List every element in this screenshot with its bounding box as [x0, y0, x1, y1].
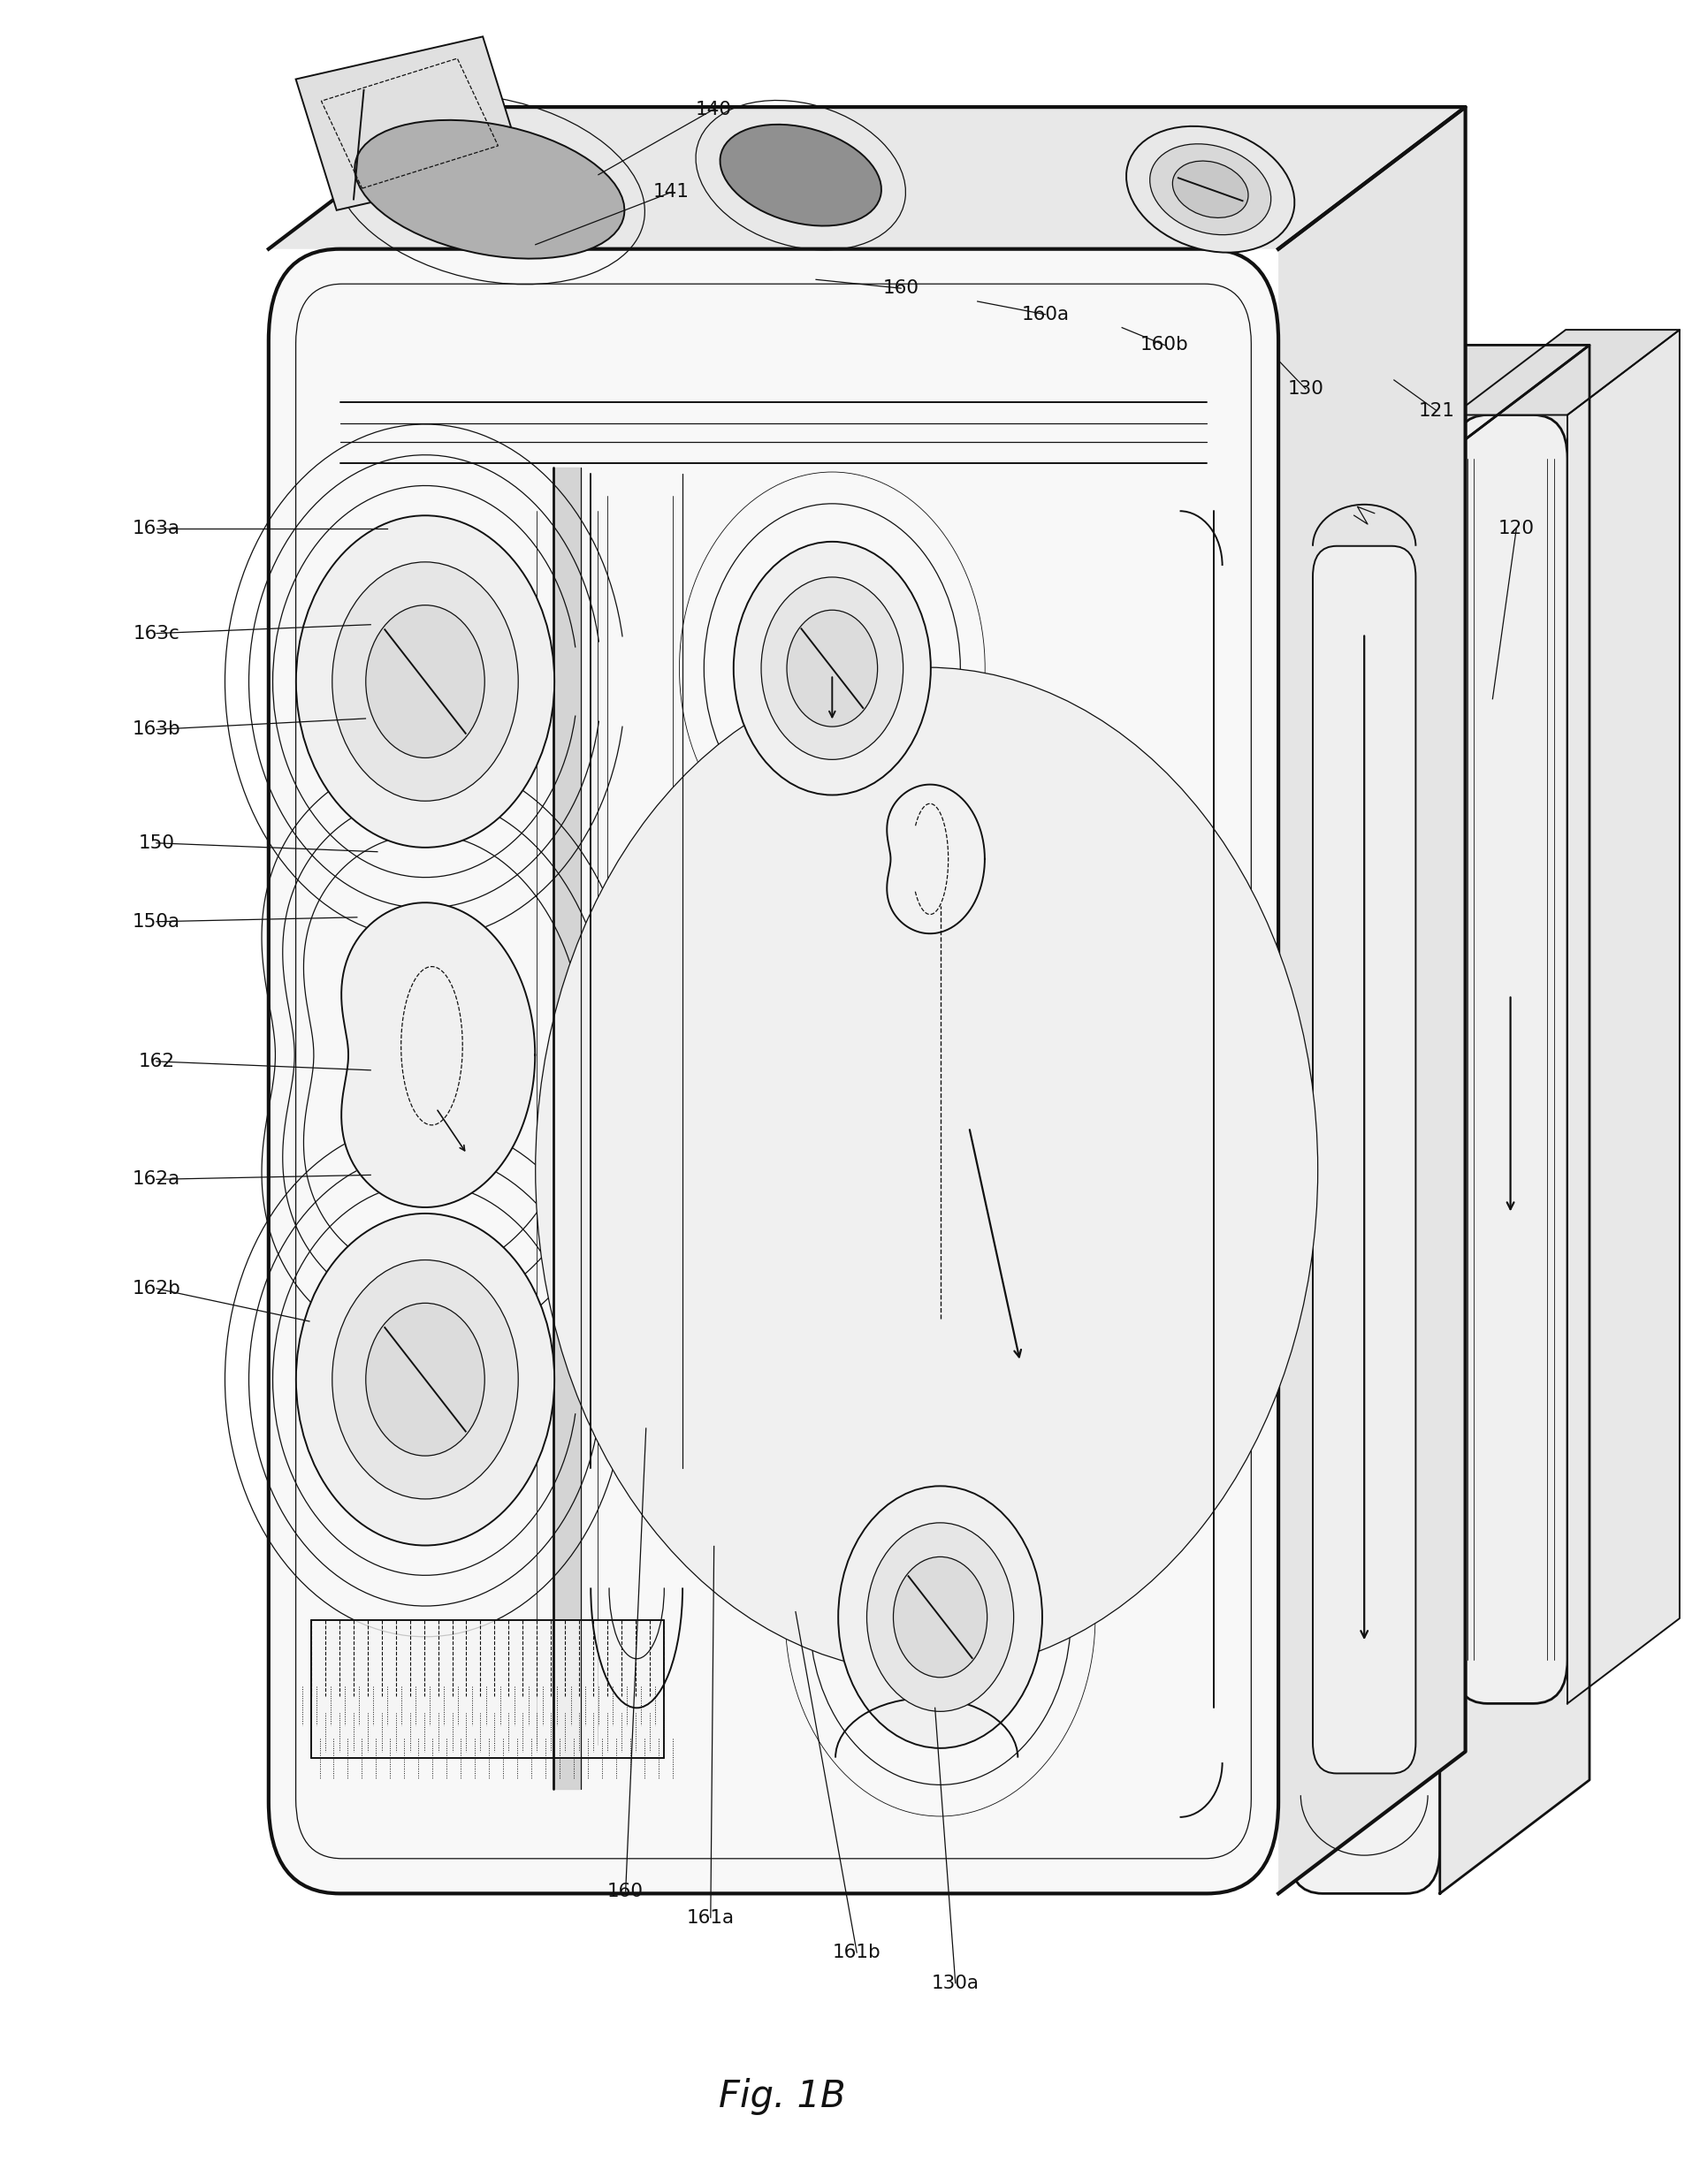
FancyBboxPatch shape	[269, 249, 1278, 1894]
Text: 130: 130	[1287, 380, 1324, 397]
Text: 161a: 161a	[687, 1909, 734, 1926]
Polygon shape	[1440, 345, 1590, 1894]
Text: 150: 150	[138, 834, 175, 852]
Text: Fig. 1B: Fig. 1B	[719, 2079, 845, 2114]
Circle shape	[296, 515, 554, 847]
Polygon shape	[1454, 330, 1680, 415]
Text: 141: 141	[653, 183, 690, 201]
FancyBboxPatch shape	[1454, 415, 1567, 1704]
Circle shape	[893, 1557, 988, 1677]
Text: 150a: 150a	[133, 913, 180, 930]
Circle shape	[787, 609, 877, 727]
Circle shape	[734, 542, 932, 795]
Circle shape	[536, 668, 1318, 1673]
Text: 140: 140	[695, 100, 733, 118]
Text: 161b: 161b	[833, 1944, 881, 1961]
Text: 163b: 163b	[133, 721, 180, 738]
Polygon shape	[296, 37, 524, 210]
Polygon shape	[1278, 107, 1465, 1894]
Ellipse shape	[1149, 144, 1272, 236]
Text: 160b: 160b	[1141, 336, 1188, 354]
Text: 130a: 130a	[932, 1974, 979, 1992]
Circle shape	[366, 605, 484, 758]
Polygon shape	[1289, 345, 1590, 459]
Text: 162: 162	[138, 1053, 175, 1070]
Circle shape	[366, 1304, 484, 1457]
Circle shape	[867, 1522, 1013, 1712]
Polygon shape	[269, 107, 1465, 249]
Text: 121: 121	[1418, 402, 1455, 419]
Ellipse shape	[1173, 162, 1248, 218]
Circle shape	[838, 1485, 1042, 1747]
Circle shape	[296, 1214, 554, 1546]
Text: 120: 120	[1498, 520, 1535, 537]
Text: 160a: 160a	[1022, 306, 1069, 323]
Ellipse shape	[721, 124, 881, 225]
Text: 160: 160	[607, 1883, 644, 1900]
Circle shape	[762, 577, 903, 760]
Ellipse shape	[355, 120, 624, 258]
FancyBboxPatch shape	[1312, 546, 1416, 1773]
Polygon shape	[342, 902, 536, 1208]
Circle shape	[332, 561, 518, 802]
Text: 160: 160	[882, 280, 920, 297]
Polygon shape	[887, 784, 984, 933]
Text: 162b: 162b	[133, 1280, 180, 1297]
FancyBboxPatch shape	[1289, 459, 1440, 1894]
Circle shape	[332, 1260, 518, 1498]
Circle shape	[595, 745, 1258, 1597]
Polygon shape	[1567, 330, 1680, 1704]
Text: 162a: 162a	[133, 1171, 180, 1188]
Text: 163a: 163a	[133, 520, 180, 537]
Ellipse shape	[1127, 127, 1294, 253]
Text: 163c: 163c	[133, 625, 180, 642]
